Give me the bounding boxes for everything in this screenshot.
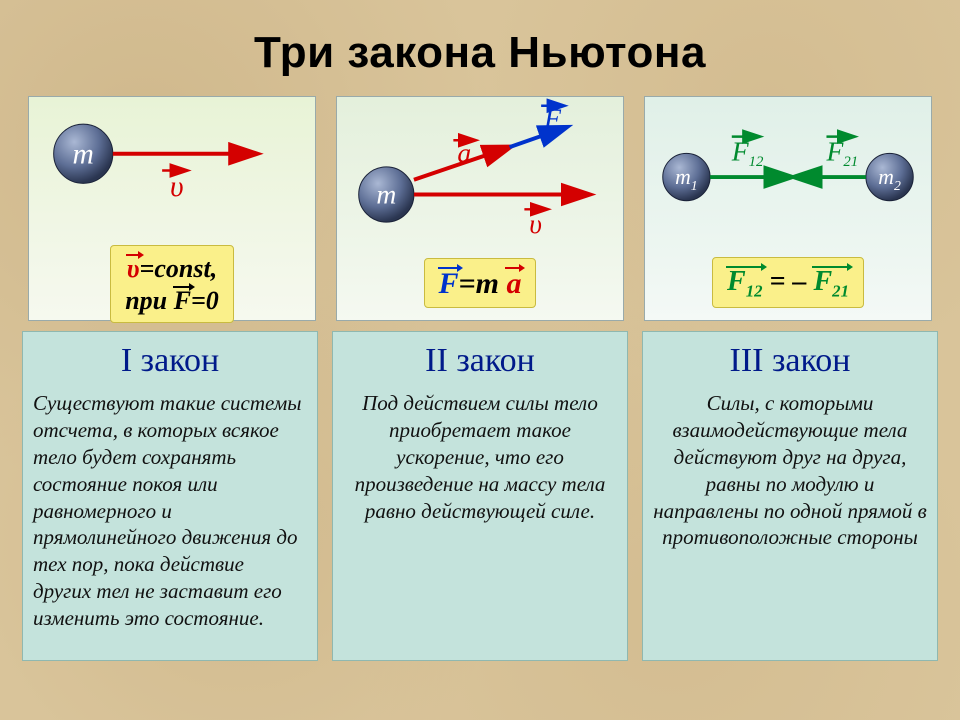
law3-title: III закон (653, 342, 927, 380)
f2-a: a (506, 265, 521, 302)
f3-F21: F21 (813, 264, 848, 301)
f1-sym-v: υ (127, 252, 140, 284)
law1-card: I закон Существуют такие системы отсчета… (22, 331, 318, 661)
mass-label: m (73, 139, 94, 171)
laws-row: I закон Существуют такие системы отсчета… (0, 321, 960, 661)
law1-body: Существуют такие системы отсчета, в кото… (33, 390, 307, 632)
formula-law2: F=m a (424, 258, 537, 309)
page-title: Три закона Ньютона (0, 0, 960, 78)
velocity-label: υ (170, 171, 184, 203)
diagram-law3: m1 m2 F12 F21 F12 = – F21 (644, 96, 932, 321)
law3-card: III закон Силы, с которыми взаимодейству… (642, 331, 938, 661)
f2-F: F (439, 265, 459, 302)
f1-rest1: =const, (140, 254, 218, 283)
law2-title: II закон (343, 342, 617, 380)
f3-mid: = – (770, 266, 807, 297)
a-label: a (457, 137, 471, 168)
diagram-law1: m υ υ=const, при F=0 (28, 96, 316, 321)
formula-law3: F12 = – F21 (712, 257, 864, 308)
f2-m: m (476, 267, 499, 300)
f3-F12: F12 (727, 264, 762, 301)
law2-card: II закон Под действием силы тело приобре… (332, 331, 628, 661)
diagram-law3-canvas: m1 m2 F12 F21 (645, 97, 931, 257)
diagram-law2: m a F υ F=m a (336, 96, 624, 321)
f1-rest2: =0 (191, 286, 219, 315)
law1-title: I закон (33, 342, 307, 380)
diagram-law3-svg: m1 m2 F12 F21 (645, 97, 931, 257)
law3-body: Силы, с которыми взаимодействующие тела … (653, 390, 927, 551)
f1-sym-F: F (174, 284, 191, 316)
f-label: F (543, 102, 562, 133)
diagram-law1-svg: m υ (29, 97, 315, 245)
f21-label: F21 (825, 135, 858, 170)
v-label: υ (529, 208, 542, 239)
diagrams-row: m υ υ=const, при F=0 (0, 78, 960, 321)
law2-body: Под действием силы тело приобретает тако… (343, 390, 617, 524)
diagram-law1-canvas: m υ (29, 97, 315, 245)
diagram-law2-svg: m a F υ (337, 97, 623, 258)
f12-label: F12 (731, 135, 764, 170)
diagram-law2-canvas: m a F υ (337, 97, 623, 258)
f1-pre: при (125, 286, 173, 315)
formula-law1: υ=const, при F=0 (110, 245, 234, 323)
mass-label: m (376, 178, 396, 209)
